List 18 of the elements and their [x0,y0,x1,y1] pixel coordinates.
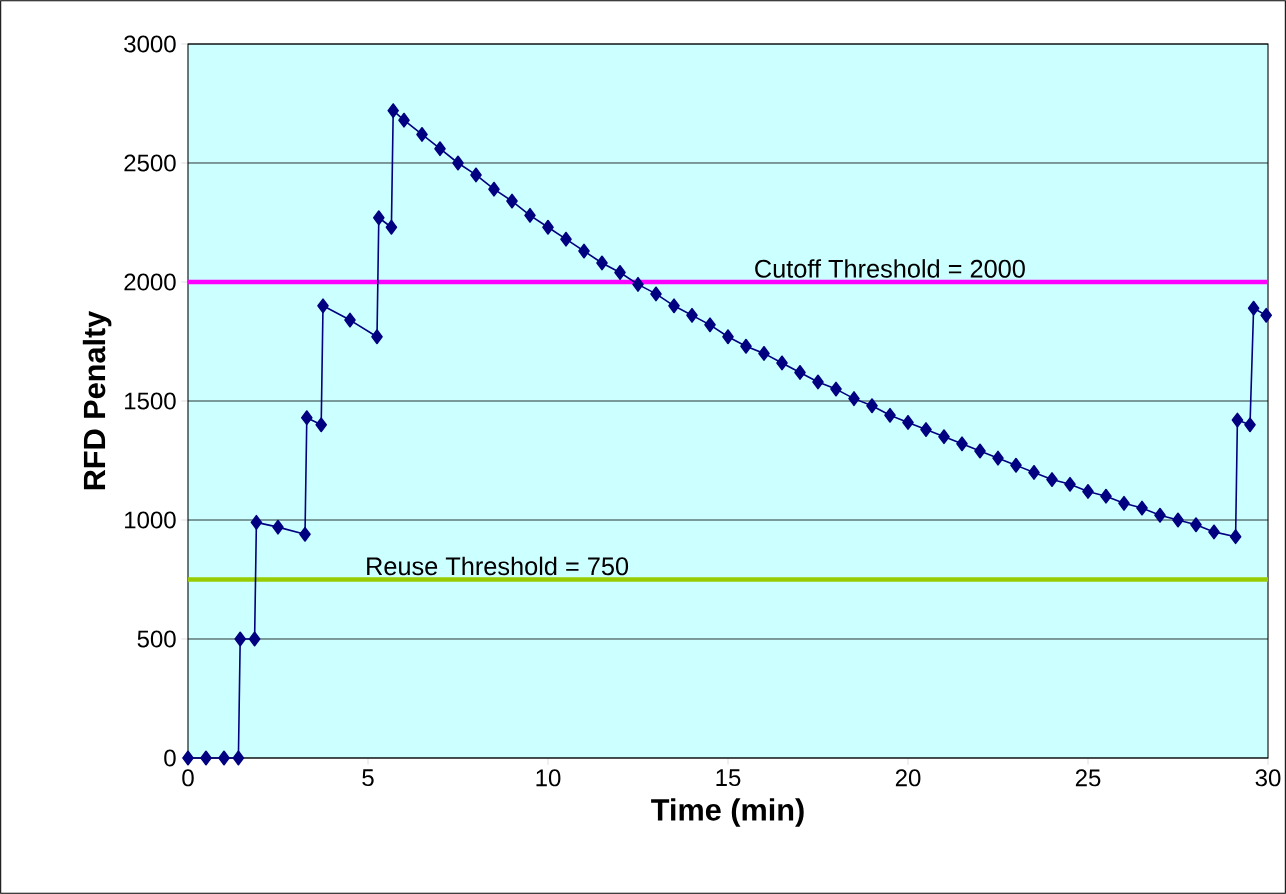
x-tick-label: 10 [536,769,561,787]
x-tick-label: 30 [1255,769,1281,787]
x-tick-label: 25 [1075,769,1101,787]
y-tick-label: 1500 [125,392,176,410]
y-tick-label: 1000 [125,511,176,529]
y-tick-label: 0 [164,749,176,767]
y-axis-title: RFD Penalty [82,310,112,490]
x-tick-label: 20 [895,769,921,787]
x-axis-title: Time (min) [651,798,804,827]
x-tick-label: 5 [362,769,374,787]
y-tick-label: 3000 [124,35,176,53]
y-tick-label: 2000 [124,273,176,291]
x-tick-label: 15 [716,769,741,787]
y-tick-label: 500 [137,630,176,648]
y-tick-label: 2500 [124,154,176,172]
ref-line-label: Reuse Threshold = 750 [367,556,629,576]
ref-line-label: Cutoff Threshold = 2000 [755,259,1025,278]
x-tick-label: 0 [182,769,194,787]
